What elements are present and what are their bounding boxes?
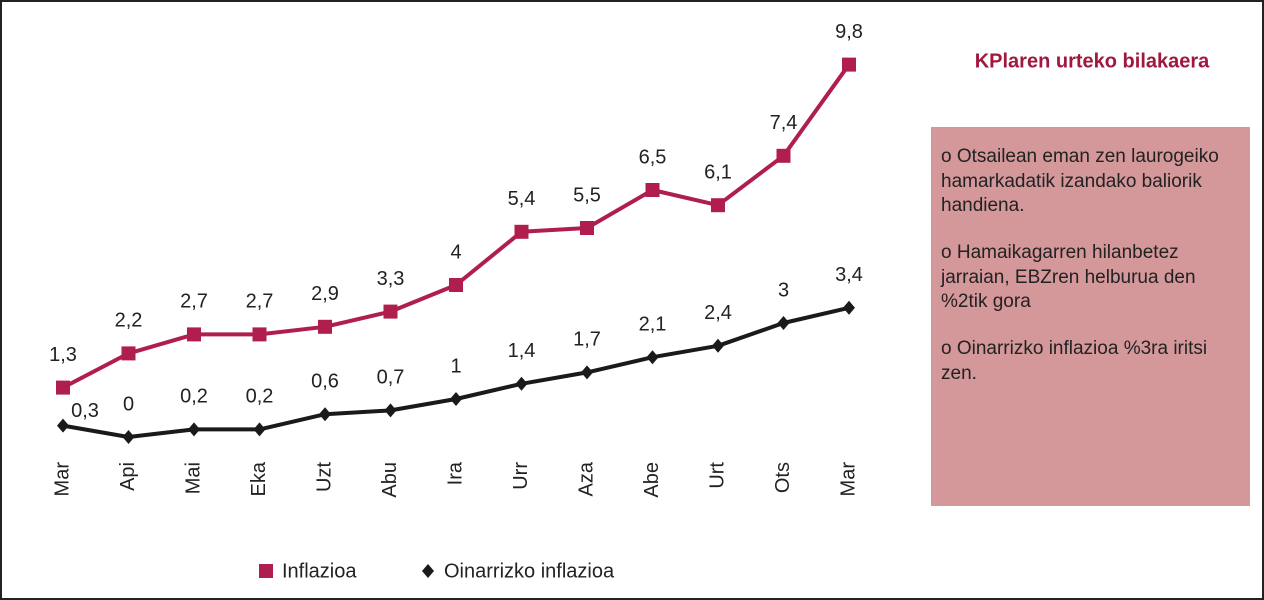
x-tick-label: Aza — [575, 461, 597, 496]
legend-label: Oinarrizko inflazioa — [444, 560, 615, 582]
data-label: 6,5 — [639, 146, 667, 168]
data-label: 1,7 — [573, 329, 601, 351]
marker — [253, 422, 266, 437]
x-tick-label: Uzt — [313, 462, 335, 492]
marker — [319, 407, 331, 422]
marker — [188, 422, 200, 437]
marker — [843, 300, 855, 315]
data-label: 2,2 — [115, 310, 143, 332]
data-label: 0,6 — [311, 370, 339, 392]
marker — [777, 316, 790, 330]
marker — [712, 338, 724, 353]
data-label: 2,7 — [180, 291, 208, 313]
x-tick-label: Eka — [248, 461, 270, 496]
data-label: 6,1 — [704, 161, 732, 183]
x-tick-label: Abe — [641, 462, 663, 498]
note-text: o Otsailean eman zen laurogeiko hamarkad… — [941, 146, 1219, 217]
marker — [711, 198, 725, 213]
legend-label: Inflazioa — [282, 560, 357, 582]
marker — [646, 350, 659, 365]
data-label: 3 — [778, 279, 789, 301]
legend-marker — [259, 564, 273, 578]
marker — [252, 327, 267, 342]
data-label: 0 — [123, 393, 134, 415]
data-label: 5,4 — [508, 188, 536, 210]
note-text: o Hamaikagarren hilanbetez jarraian, EBZ… — [941, 242, 1196, 313]
marker — [514, 224, 529, 239]
data-label: 3,3 — [377, 268, 405, 290]
note-box: o Otsailean eman zen laurogeiko hamarkad… — [931, 127, 1250, 506]
legend-marker — [422, 564, 434, 578]
data-label: 1,4 — [508, 340, 536, 362]
marker — [450, 392, 462, 406]
x-tick-label: Mar — [51, 462, 73, 497]
x-tick-label: Ira — [444, 461, 466, 485]
marker — [645, 183, 660, 197]
marker — [56, 380, 70, 395]
marker — [842, 57, 856, 72]
marker — [318, 319, 332, 334]
marker — [383, 304, 398, 319]
marker — [187, 327, 201, 342]
data-label: 1,3 — [49, 344, 77, 366]
data-label: 0,3 — [71, 400, 99, 422]
x-tick-label: Urr — [510, 462, 532, 490]
marker — [449, 278, 463, 292]
data-label: 2,4 — [704, 302, 732, 324]
data-label: 4 — [450, 241, 461, 263]
note-text: o Oinarrizko inflazioa %3ra iritsi zen. — [941, 338, 1208, 384]
marker — [57, 418, 69, 433]
x-tick-label: Urt — [706, 462, 728, 489]
x-tick-label: Abu — [379, 462, 401, 498]
data-label: 7,4 — [770, 112, 798, 134]
x-tick-label: Api — [117, 462, 139, 491]
chart-title: KPlaren urteko bilakaera — [975, 50, 1210, 72]
marker — [122, 430, 135, 444]
x-tick-label: Mai — [182, 462, 204, 494]
data-label: 0,2 — [246, 386, 274, 408]
data-label: 2,7 — [246, 291, 274, 313]
data-label: 2,1 — [639, 313, 667, 335]
data-label: 1 — [450, 355, 461, 377]
marker — [121, 346, 136, 361]
x-tick-label: Mar — [837, 462, 859, 497]
marker — [515, 376, 528, 391]
x-tick-label: Ots — [772, 462, 794, 493]
data-label: 5,5 — [573, 184, 601, 206]
marker — [580, 221, 594, 235]
data-label: 3,4 — [835, 264, 863, 286]
data-label: 0,7 — [377, 367, 405, 389]
data-label: 0,2 — [180, 386, 208, 408]
marker — [581, 365, 593, 380]
marker — [384, 403, 397, 418]
data-label: 9,8 — [835, 21, 863, 43]
data-label: 2,9 — [311, 283, 339, 305]
marker — [776, 148, 791, 163]
